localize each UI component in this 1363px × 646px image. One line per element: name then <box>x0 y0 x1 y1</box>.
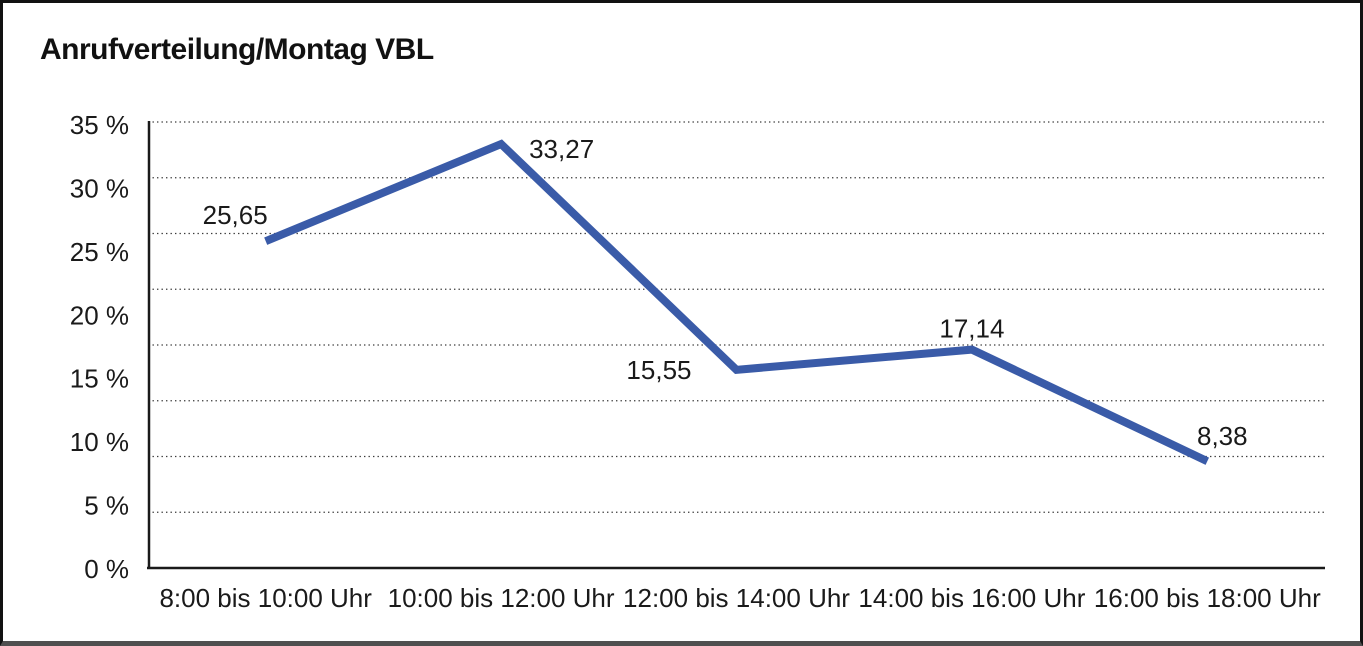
point-label: 33,27 <box>529 134 594 164</box>
data-line <box>264 139 1210 465</box>
y-tick-label: 35 % <box>70 110 129 140</box>
x-tick-label: 12:00 bis 14:00 Uhr <box>623 583 850 613</box>
x-tick-label: 10:00 bis 12:00 Uhr <box>388 583 615 613</box>
y-tick-label: 0 % <box>84 554 129 584</box>
y-tick-label: 10 % <box>70 427 129 457</box>
y-tick-label: 25 % <box>70 237 129 267</box>
x-tick-label: 8:00 bis 10:00 Uhr <box>159 583 372 613</box>
y-tick-label: 5 % <box>84 491 129 521</box>
point-label: 15,55 <box>626 355 691 385</box>
y-tick-label: 20 % <box>70 300 129 330</box>
x-tick-label: 14:00 bis 16:00 Uhr <box>858 583 1085 613</box>
x-tick-label: 16:00 bis 18:00 Uhr <box>1094 583 1321 613</box>
y-tick-label: 15 % <box>70 364 129 394</box>
chart-title: Anrufverteilung/Montag VBL <box>40 33 434 66</box>
line-chart: 35 % 30 % 25 % 20 % 15 % 10 % 5 % 0 % 8:00 bis 1… <box>70 110 1325 613</box>
point-label: 8,38 <box>1197 421 1248 451</box>
point-label: 25,65 <box>203 200 268 230</box>
y-tick-label: 30 % <box>70 173 129 203</box>
point-label: 17,14 <box>939 314 1004 344</box>
